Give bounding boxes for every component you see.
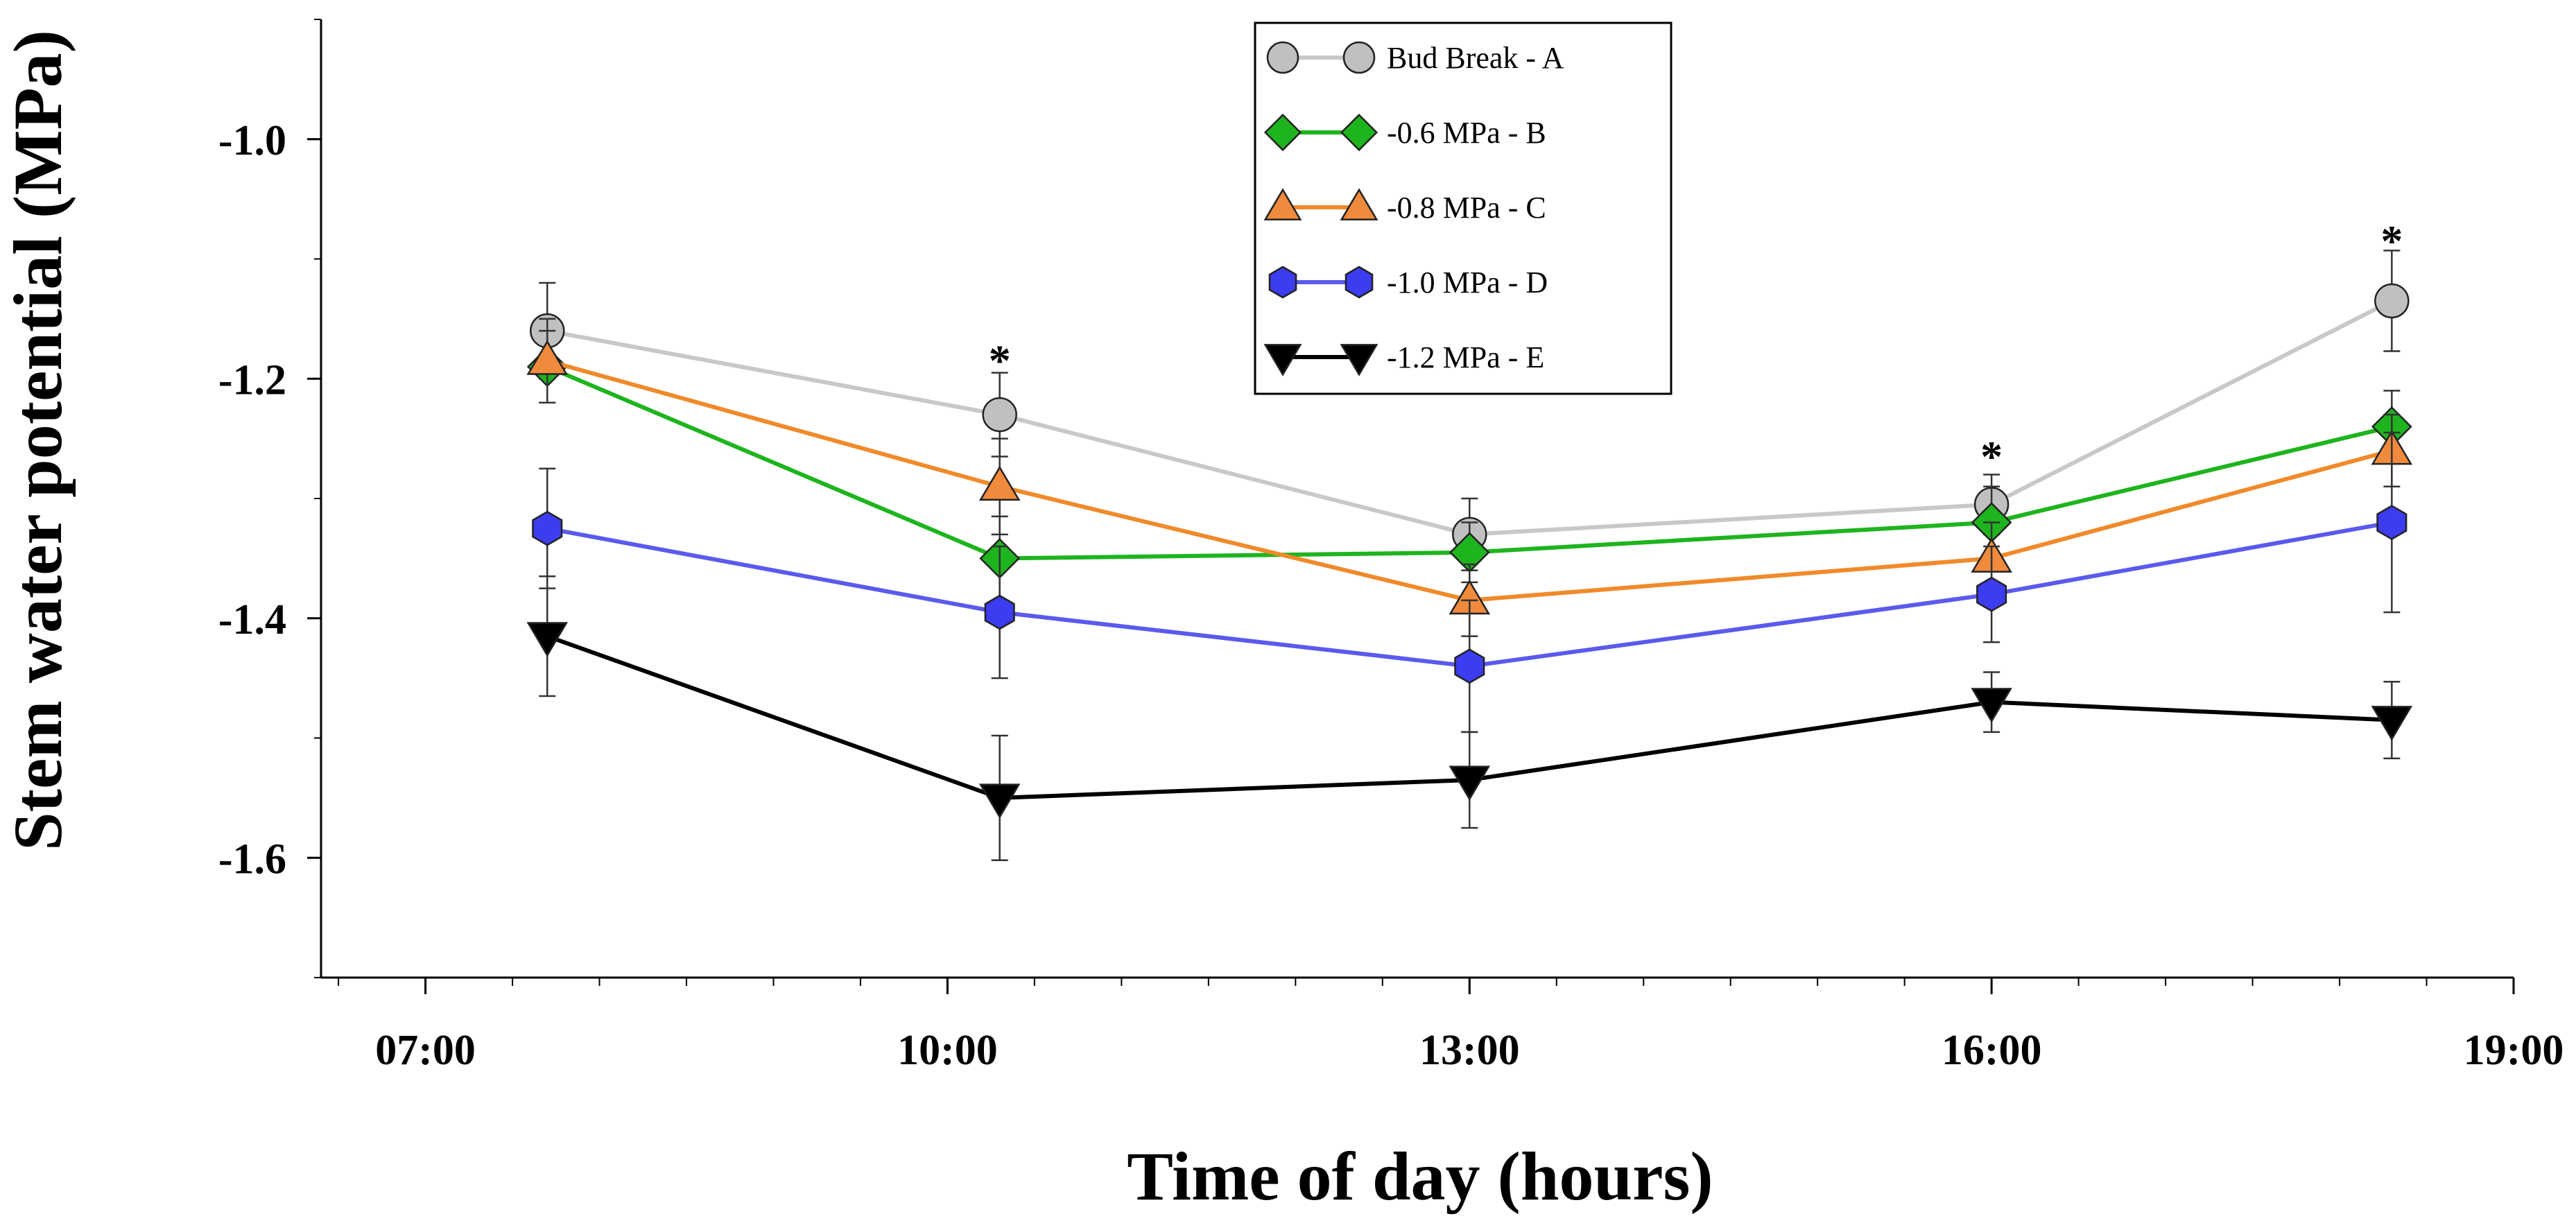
- y-axis-title: Stem water potential (MPa): [0, 30, 76, 851]
- legend-marker: [1340, 344, 1378, 376]
- y-tick-label: -1.4: [218, 596, 286, 643]
- legend: Bud Break - A -0.6 MPa - B -0.8 MPa - C -1.…: [1254, 21, 1672, 395]
- data-point: [1976, 576, 2007, 612]
- legend-marker: [1263, 188, 1302, 220]
- data-point: [1971, 688, 2012, 723]
- significance-marker: *: [1980, 432, 2003, 481]
- data-point: [1454, 648, 1485, 684]
- y-tick-label: -1.2: [218, 356, 286, 404]
- legend-label: -1.0 MPa - D: [1387, 266, 1548, 300]
- x-tick-label: 13:00: [1419, 1027, 1520, 1074]
- legend-label: -1.2 MPa - E: [1387, 340, 1544, 374]
- x-tick-label: 07:00: [375, 1027, 476, 1074]
- legend-marker: [1340, 188, 1378, 220]
- data-point: [532, 510, 563, 546]
- data-point: [2374, 283, 2410, 319]
- data-point: [978, 465, 1021, 501]
- x-axis-title: Time of day (hours): [1127, 1138, 1713, 1215]
- y-tick-label: -1.6: [218, 835, 286, 883]
- legend-marker: [1268, 266, 1297, 299]
- data-point: [2371, 706, 2413, 741]
- annotation-layer: * * *: [989, 216, 2403, 481]
- legend-label: Bud Break - A: [1387, 41, 1564, 75]
- legend-label: -0.8 MPa - C: [1387, 191, 1546, 225]
- data-point: [2376, 505, 2408, 540]
- data-point: [1449, 765, 1491, 801]
- data-point: [526, 340, 569, 375]
- data-point: [978, 783, 1021, 819]
- data-point: [982, 397, 1017, 433]
- x-tick-label: 10:00: [897, 1027, 998, 1074]
- legend-marker: [1340, 113, 1378, 152]
- x-tick-label: 19:00: [2464, 1027, 2564, 1074]
- axes: -1.0 -1.2 -1.4 -1.6 07:00 10:00 13:00 16:00 19:0…: [218, 19, 2564, 1074]
- legend-marker: [1342, 41, 1376, 74]
- legend-marker: [1263, 344, 1302, 376]
- significance-marker: *: [2380, 216, 2403, 266]
- legend-label: -0.6 MPa - B: [1387, 116, 1546, 150]
- legend-marker: [1266, 41, 1299, 74]
- legend-marker: [1263, 113, 1302, 152]
- legend-marker: [1345, 266, 1374, 299]
- data-point: [984, 594, 1015, 630]
- y-tick-label: -1.0: [218, 117, 286, 164]
- series-layer: [526, 250, 2413, 861]
- series-e: [526, 575, 2413, 861]
- series-d: [532, 431, 2408, 734]
- significance-marker: *: [989, 336, 1011, 385]
- x-tick-label: 16:00: [1942, 1027, 2042, 1074]
- data-point: [526, 622, 569, 657]
